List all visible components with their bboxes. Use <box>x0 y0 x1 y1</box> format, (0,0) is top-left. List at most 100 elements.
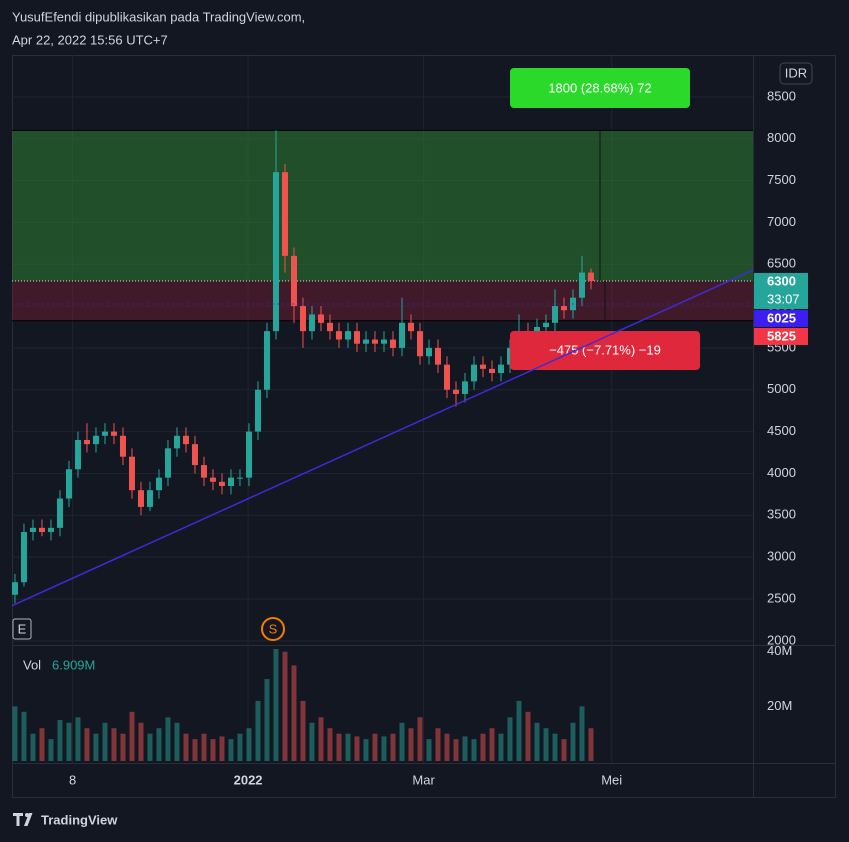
candle-body <box>434 347 441 365</box>
volume-bar <box>201 733 207 761</box>
volume-bar <box>57 720 63 761</box>
split-label[interactable]: S <box>269 621 278 636</box>
candle-body <box>398 322 405 348</box>
volume-bar <box>300 700 306 761</box>
volume-bar <box>543 728 549 761</box>
candle-body <box>182 435 189 445</box>
price-tag <box>754 272 808 309</box>
price-tag <box>754 309 808 327</box>
volume-bar <box>309 722 315 761</box>
candle-body <box>272 172 279 332</box>
earnings-label[interactable]: E <box>18 621 27 636</box>
volume-bar <box>12 706 18 761</box>
volume-bar <box>435 728 441 761</box>
volume-bar <box>192 739 198 761</box>
volume-bar <box>237 733 243 761</box>
brand: TradingView <box>41 812 118 827</box>
volume-value: 6.909M <box>52 657 95 672</box>
volume-bar <box>318 717 324 761</box>
x-tick-label: 2022 <box>234 772 263 787</box>
y-tick-label: 4000 <box>767 465 796 480</box>
candle-body <box>173 435 180 449</box>
candle-body <box>425 347 432 357</box>
candle-body <box>443 364 450 390</box>
y-tick-label: 2500 <box>767 590 796 605</box>
candle-body <box>245 431 252 478</box>
volume-bar <box>291 665 297 761</box>
volume-bar <box>147 733 153 761</box>
volume-bar <box>570 722 576 761</box>
x-tick-label: Mei <box>601 772 622 787</box>
volume-bar <box>381 736 387 761</box>
candle-body <box>209 477 216 482</box>
volume-bar <box>75 717 81 761</box>
candle-body <box>479 364 486 369</box>
volume-bar <box>246 728 252 761</box>
candle-body <box>470 364 477 382</box>
y-tick-label: 3500 <box>767 507 796 522</box>
price-tag-label: 6300 <box>767 273 796 288</box>
candle-body <box>497 364 504 374</box>
currency-button[interactable] <box>779 62 813 85</box>
volume-bar <box>516 700 522 761</box>
volume-bar <box>471 739 477 761</box>
volume-bar <box>489 728 495 761</box>
volume-bar <box>426 739 432 761</box>
volume-bar <box>453 739 459 761</box>
split-badge[interactable] <box>261 617 285 641</box>
volume-bar <box>525 711 531 761</box>
candle-body <box>236 477 243 479</box>
volume-bar <box>552 733 558 761</box>
candle-body <box>254 389 261 432</box>
candle-body <box>353 331 360 344</box>
y-tick-label: 5000 <box>767 381 796 396</box>
volume-bar <box>282 651 288 761</box>
candle-body <box>308 314 315 332</box>
candle-body <box>47 527 54 533</box>
target-zone <box>12 130 753 281</box>
volume-bar <box>390 733 396 761</box>
candle-body <box>200 465 207 478</box>
candle-body <box>551 306 558 323</box>
volume-bar <box>399 722 405 761</box>
header-line2: Apr 22, 2022 15:56 UTC+7 <box>12 32 168 47</box>
volume-bar <box>588 728 594 761</box>
candle-body <box>11 582 18 595</box>
volume-bar <box>210 739 216 761</box>
volume-bar <box>129 711 135 761</box>
volume-bar <box>579 706 585 761</box>
volume-bar <box>444 733 450 761</box>
candle-body <box>344 331 351 340</box>
candle-body <box>263 331 270 390</box>
candle-body <box>65 469 72 499</box>
candle-body <box>488 368 495 374</box>
volume-bar <box>183 733 189 761</box>
price-tag-timer: 33:07 <box>767 291 800 306</box>
volume-bar <box>534 722 540 761</box>
volume-bar <box>372 733 378 761</box>
candle-body <box>20 532 27 583</box>
volume-tick-label: 40M <box>767 643 792 658</box>
earnings-badge[interactable] <box>12 618 32 640</box>
volume-bar <box>39 728 45 761</box>
candle-body <box>101 431 108 436</box>
volume-bar <box>255 700 261 761</box>
candle-body <box>542 322 549 327</box>
volume-bar <box>408 728 414 761</box>
candle-body <box>299 306 306 332</box>
candle-body <box>137 490 144 507</box>
volume-title: Vol <box>23 657 41 672</box>
y-tick-label: 4500 <box>767 423 796 438</box>
candle-body <box>290 255 297 307</box>
volume-bar <box>354 736 360 761</box>
volume-bar <box>561 739 567 761</box>
volume-bar <box>498 733 504 761</box>
candle-body <box>227 477 234 486</box>
candle-body <box>191 444 198 466</box>
currency[interactable]: IDR <box>785 65 807 80</box>
header-line1: YusufEfendi dipublikasikan pada TradingV… <box>12 9 305 24</box>
y-tick-label: 3000 <box>767 549 796 564</box>
